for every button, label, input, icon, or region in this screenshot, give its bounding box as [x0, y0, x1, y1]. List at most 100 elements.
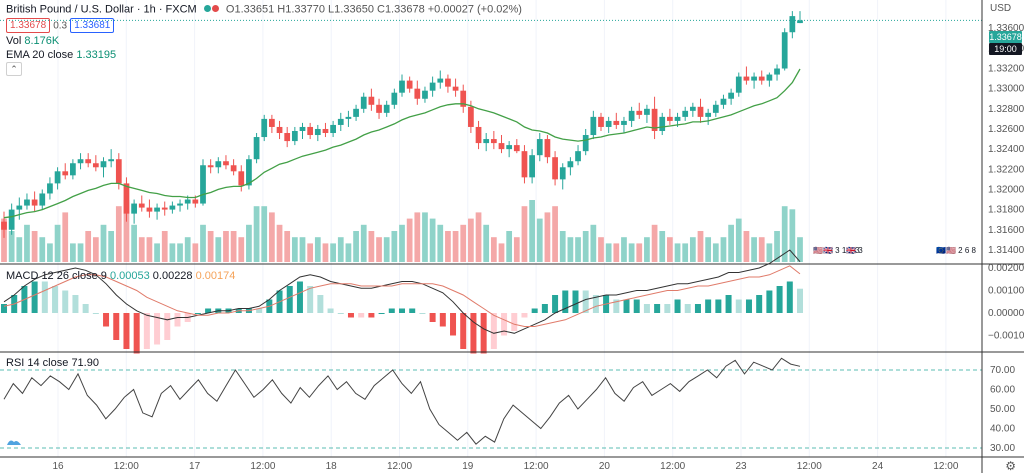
macd-histogram-bar: [460, 313, 467, 349]
candle-body: [536, 139, 543, 156]
candle-body: [667, 116, 673, 121]
rsi-axis[interactable]: 70.00 60.00 50.00 40.00 30.00: [990, 365, 1015, 454]
volume-bar: [705, 237, 712, 262]
candle-body: [246, 159, 252, 186]
candle-body: [429, 82, 436, 91]
candle-body: [552, 157, 558, 180]
macd-histogram-bar: [52, 286, 59, 313]
price-axis-label: 1.31800: [988, 205, 1024, 216]
macd-value: 0.00228: [152, 270, 193, 282]
volume-bar: [24, 224, 30, 262]
candle-body: [215, 161, 222, 168]
volume-bar: [200, 224, 206, 262]
volume-bar: [62, 212, 69, 262]
volume-bar: [789, 209, 796, 262]
macd-histogram-bar: [521, 313, 528, 318]
volume-bar: [215, 237, 222, 262]
candle-body: [200, 165, 206, 204]
volume-bars: [1, 200, 803, 262]
candle-body: [529, 155, 535, 178]
macd-histogram-bar: [429, 313, 436, 322]
candle-body: [62, 171, 69, 176]
candle-body: [353, 108, 359, 117]
macd-histogram-bar: [123, 313, 130, 349]
macd-axis-label: −0.00100: [988, 331, 1024, 342]
candle-body: [697, 106, 704, 117]
candle-body: [284, 133, 291, 142]
candle-body: [70, 163, 76, 176]
volume-bar: [269, 212, 275, 262]
candle-body: [138, 203, 145, 208]
volume-bar: [92, 237, 99, 262]
settings-gear-icon[interactable]: ⚙: [1005, 459, 1016, 473]
price-axis-label: 1.32600: [988, 124, 1024, 135]
candle-body: [689, 106, 696, 111]
candle-body: [146, 207, 153, 212]
volume-bar: [552, 206, 558, 262]
volume-bar: [330, 243, 336, 262]
candle-body: [92, 163, 99, 168]
economic-event-3[interactable]: 🇪🇺🇺🇸 2 6 8: [936, 246, 976, 256]
volume-bar: [31, 231, 38, 262]
symbol-title[interactable]: British Pound / U.S. Dollar · 1h · FXCM: [6, 3, 197, 16]
candle-body: [360, 96, 367, 109]
macd-histogram-bar: [480, 313, 487, 354]
macd-axis[interactable]: 0.00200 0.00100 0.00000 −0.00100: [988, 263, 1024, 342]
price-axis-label: 1.31600: [988, 225, 1024, 236]
economic-event-1[interactable]: 🇺🇸🇬🇧 3 1 6 3: [813, 246, 860, 256]
macd-histogram-bar: [113, 313, 120, 340]
macd-histogram-bar: [501, 313, 508, 336]
candle-body: [261, 118, 268, 138]
volume-bar: [682, 243, 689, 262]
rsi-legend: RSI 14 close 71.90: [6, 357, 99, 370]
candle-body: [161, 207, 168, 210]
macd-histogram-bar: [154, 313, 161, 345]
ema-value: 1.33195: [76, 49, 117, 61]
volume-bar: [468, 218, 474, 262]
candle-body: [230, 165, 237, 172]
macd-histogram-bar: [592, 295, 599, 313]
volume-bar: [299, 237, 306, 262]
volume-bar: [169, 243, 176, 262]
volume-bar: [437, 224, 444, 262]
time-axis[interactable]: 16 12:00 17 12:00 18 12:00 19 12:00 20 12:00 23 12:…: [52, 461, 958, 472]
volume-bar: [100, 224, 107, 262]
candle-body: [85, 159, 92, 164]
economic-event-2[interactable]: 🇬🇧 3: [846, 246, 863, 256]
time-axis-label: 17: [189, 461, 201, 472]
candle-body: [720, 98, 727, 105]
candle-body: [207, 165, 214, 168]
sell-button[interactable]: 1.33678: [6, 18, 51, 33]
volume-bar: [138, 237, 145, 262]
volume-bar: [758, 237, 765, 262]
price-axis-currency: USD: [990, 3, 1011, 14]
volume-bar: [47, 243, 53, 262]
volume-bar: [261, 206, 268, 262]
candle-body: [674, 116, 681, 121]
buy-button[interactable]: 1.33681: [70, 18, 115, 33]
macd-histogram-bar: [705, 299, 712, 313]
volume-bar: [720, 237, 727, 262]
volume-bar: [353, 231, 359, 262]
tradingview-logo-icon[interactable]: [5, 437, 23, 447]
candle-body: [751, 76, 757, 81]
candle-body: [238, 171, 245, 186]
macd-axis-label: 0.00200: [988, 263, 1024, 274]
candle-body: [192, 199, 199, 204]
volume-bar: [1, 218, 7, 262]
candle-body: [644, 108, 650, 115]
time-axis-label: 23: [735, 461, 747, 472]
candle-body: [291, 130, 298, 142]
volume-bar: [276, 224, 283, 262]
macd-histogram-bar: [725, 295, 732, 313]
rsi-line: [3, 357, 801, 445]
candle-body: [621, 120, 627, 125]
candle-body: [307, 126, 314, 136]
time-axis-label: 12:00: [933, 461, 958, 472]
macd-line: [3, 249, 801, 334]
volume-bar: [376, 237, 382, 262]
collapse-legend-button[interactable]: ⌃: [6, 62, 22, 76]
candle-body: [605, 120, 612, 127]
macd-histogram-bar: [643, 304, 650, 313]
